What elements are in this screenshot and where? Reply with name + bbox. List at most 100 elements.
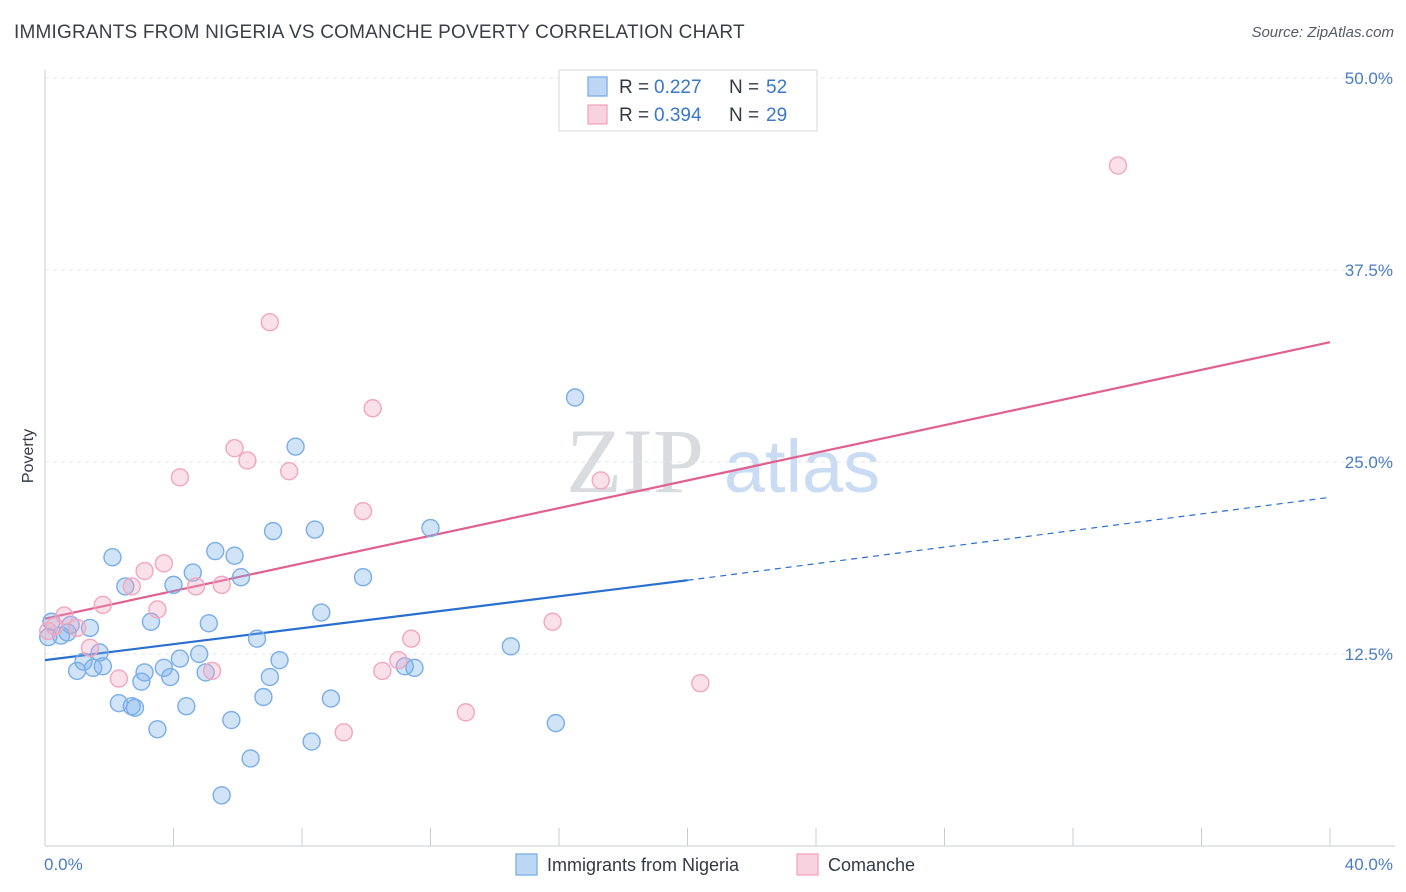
comanche-point [373,661,392,681]
nigeria-point [164,575,183,595]
nigeria-point [189,644,209,664]
trend-line-comanche [44,341,1331,620]
x-tick-labels: 0.0% 40.0% [44,855,1393,874]
nigeria-point [254,687,273,707]
nigeria-point [177,697,196,716]
x-tick-label: 0.0% [44,855,83,874]
nigeria-point [405,658,424,678]
comanche-point [353,501,373,521]
legend-swatch [587,76,608,97]
legend-n-label: N = [729,77,759,98]
nigeria-point [225,546,244,565]
nigeria-point [148,720,167,739]
comanche-point [202,661,222,681]
comanche-point [135,561,154,581]
nigeria-point [263,521,283,541]
nigeria-point [270,650,289,670]
comanche-point [109,669,129,688]
data-points [39,156,1128,805]
source-label: Source: ZipAtlas.com [1251,24,1394,41]
nigeria-point [353,568,373,587]
comanche-point [67,618,87,638]
comanche-point [363,399,382,418]
nigeria-point [183,563,202,582]
y-tick-label: 25.0% [1345,453,1393,472]
nigeria-point [199,614,219,633]
nigeria-point [103,548,122,567]
comanche-point [80,638,100,658]
nigeria-point [161,667,180,687]
nigeria-point [501,637,521,656]
nigeria-point [565,388,585,407]
legend-r-label: R = [619,105,649,126]
comanche-point [402,629,421,648]
comanche-point [543,612,562,631]
comanche-point [456,703,476,722]
comanche-point [389,650,408,670]
nigeria-point [206,541,225,561]
y-axis-label: Poverty [20,429,37,483]
x-tick-label: 40.0% [1345,855,1393,874]
comanche-point [691,673,710,693]
nigeria-point [546,713,565,733]
legend-n-value: 52 [766,77,787,98]
trend-lines [44,341,1331,662]
legend-r-label: R = [619,77,649,98]
legend-swatch [587,104,608,125]
nigeria-point [302,732,321,751]
comanche-point [591,471,610,490]
y-tick-label: 50.0% [1345,69,1393,88]
y-tick-label: 12.5% [1345,645,1393,664]
nigeria-point [312,603,331,622]
bottom-legend-swatch [796,853,819,876]
nigeria-point [247,629,267,648]
nigeria-point [170,649,190,668]
comanche-point [1108,156,1128,175]
legend-box: R = 0.227 N = 52 R = 0.394 N = 29 [558,69,818,132]
nigeria-point [196,663,215,682]
comanche-point [238,451,257,470]
trend-line-extension [687,496,1331,581]
comanche-point [260,313,280,332]
trend-line-nigeria [44,579,688,662]
nigeria-point [286,437,305,456]
legend-n-value: 29 [766,105,787,126]
comanche-point [93,595,113,615]
comanche-point [148,600,167,619]
watermark-zip: ZIP [566,410,704,512]
comanche-point [225,438,244,458]
nigeria-point [260,667,280,687]
nigeria-point [93,657,113,676]
bottom-legend-swatch [515,853,538,876]
bottom-legend: Immigrants from Nigeria Comanche [515,853,915,876]
watermark: ZIP atlas [566,410,880,512]
comanche-point [122,577,141,596]
comanche-point [55,606,74,625]
legend-n-label: N = [729,105,759,126]
nigeria-point [241,749,260,768]
gridlines [45,77,1395,655]
bottom-legend-label: Comanche [828,855,915,875]
axes [44,70,1395,847]
comanche-point [170,468,190,487]
legend-r-value: 0.394 [654,105,702,126]
nigeria-point [116,577,135,596]
nigeria-point [321,689,341,708]
nigeria-point [212,786,231,805]
comanche-point [334,723,353,742]
nigeria-point [305,520,325,539]
nigeria-point [80,618,100,638]
comanche-point [186,577,206,596]
y-tick-label: 37.5% [1345,261,1393,280]
comanche-point [154,554,174,573]
comanche-point [212,575,231,595]
legend-r-value: 0.227 [654,77,702,98]
nigeria-point [231,568,251,587]
nigeria-point [421,518,440,538]
nigeria-point [222,710,241,730]
y-tick-labels: 12.5% 25.0% 37.5% 50.0% [1345,69,1393,664]
nigeria-point [125,698,145,717]
nigeria-point [154,658,174,678]
chart-title: IMMIGRANTS FROM NIGERIA VS COMANCHE POVE… [14,22,745,43]
